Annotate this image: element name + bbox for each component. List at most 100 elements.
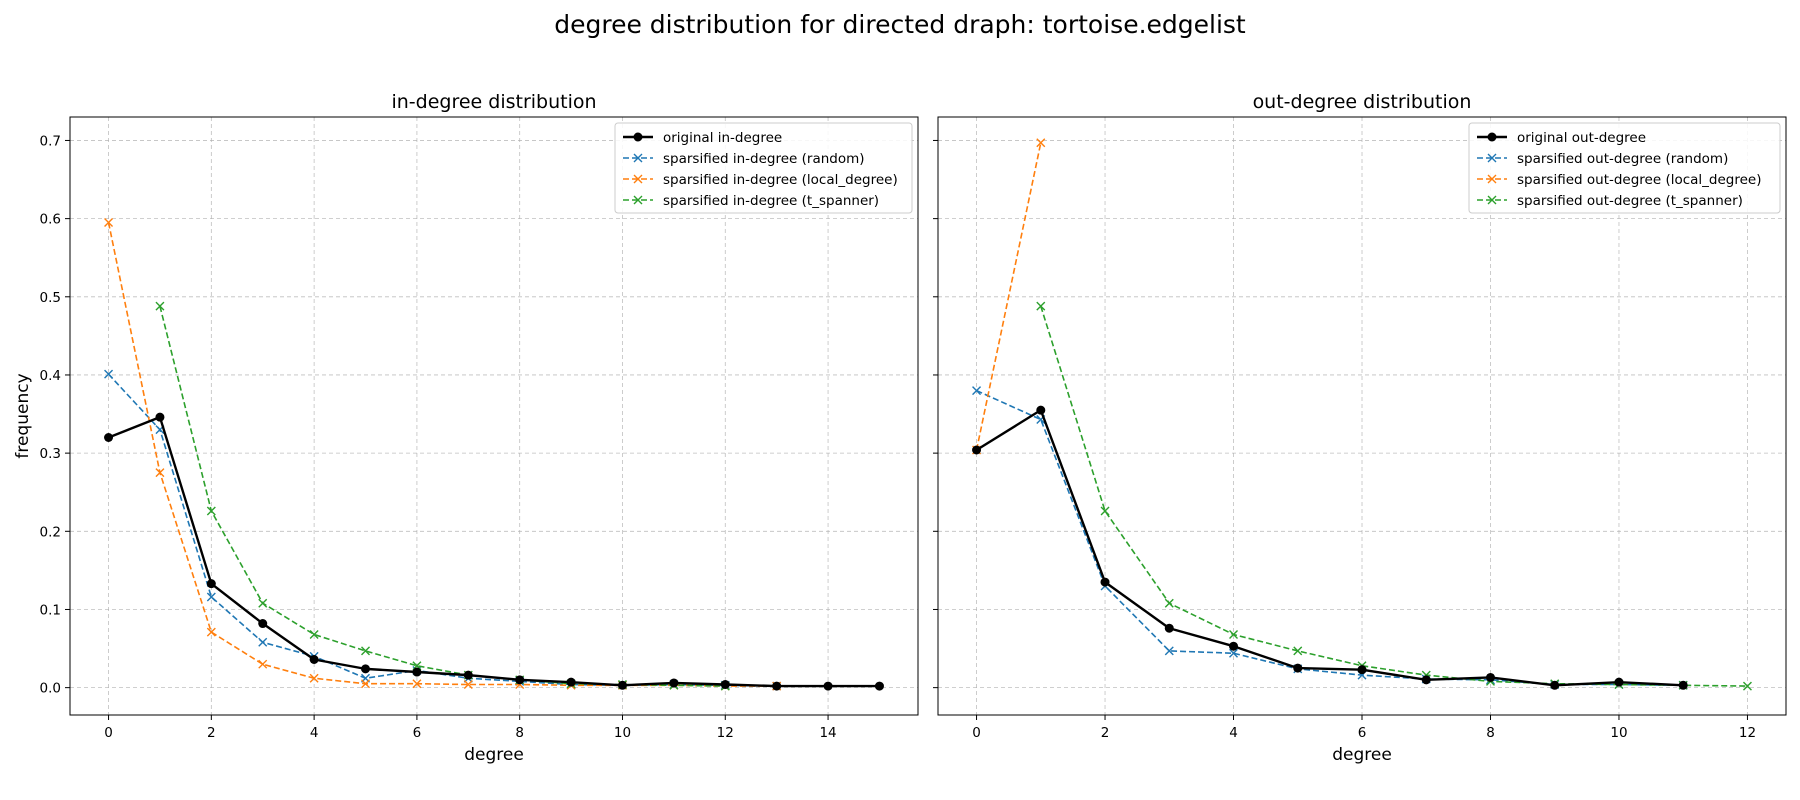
data-point-t_spanner — [155, 301, 165, 311]
series-line-t_spanner — [159, 305, 726, 687]
data-point-original — [823, 681, 833, 691]
data-point-t_spanner — [361, 646, 371, 656]
x-tick-label: 4 — [310, 725, 319, 741]
y-tick-label: 0.1 — [40, 602, 61, 618]
data-point-original — [1293, 663, 1303, 673]
data-point-t_spanner — [309, 629, 319, 639]
legend-marker-original — [633, 132, 643, 142]
x-tick-label: 12 — [1739, 725, 1756, 741]
data-point-original — [720, 680, 730, 690]
x-axis-label: degree — [464, 745, 524, 765]
chart-panel-2: 0 2 4 6 8 10 12 out-degree distribution degree or… — [933, 91, 1787, 765]
series-line-local_degree — [975, 142, 1042, 451]
legend-marker-random — [633, 153, 643, 163]
data-point-random — [206, 592, 216, 602]
data-point-original — [1550, 680, 1560, 690]
y-tick-label: 0.6 — [40, 212, 61, 228]
y-tick-label: 0.0 — [40, 681, 61, 697]
data-point-local_degree — [1036, 138, 1046, 148]
series-group — [104, 218, 884, 691]
panel-title: in-degree distribution — [391, 91, 596, 113]
data-point-local_degree — [463, 680, 473, 690]
data-point-original — [1229, 641, 1239, 651]
x-tick-label: 0 — [972, 725, 981, 741]
data-point-local_degree — [155, 468, 165, 478]
legend-label-original: original out-degree — [1517, 130, 1646, 146]
data-point-original — [104, 432, 114, 442]
data-point-original — [1421, 675, 1431, 685]
axes-frame — [69, 116, 919, 716]
x-tick-label: 6 — [1358, 725, 1367, 741]
data-point-original — [515, 675, 525, 685]
data-point-local_degree — [361, 679, 371, 689]
data-point-original — [258, 619, 268, 629]
data-point-local_degree — [258, 659, 268, 669]
data-point-local_degree — [412, 679, 422, 689]
data-point-original — [1357, 665, 1367, 675]
legend-marker-local_degree — [1487, 174, 1497, 184]
x-tick-label: 10 — [1610, 725, 1627, 741]
x-tick-label: 10 — [614, 725, 631, 741]
data-point-original — [309, 654, 319, 664]
data-point-random — [972, 386, 982, 396]
data-point-original — [617, 680, 627, 690]
y-tick-label: 0.5 — [40, 290, 61, 306]
x-tick-label: 6 — [413, 725, 422, 741]
data-point-t_spanner — [1100, 506, 1110, 516]
data-point-original — [1036, 405, 1046, 415]
legend-marker-t_spanner — [633, 195, 643, 205]
data-point-random — [1164, 646, 1174, 656]
axes-frame — [937, 116, 1787, 716]
legend-label-t_spanner: sparsified out-degree (t_spanner) — [1517, 193, 1743, 209]
legend-label-local_degree: sparsified in-degree (local_degree) — [663, 172, 898, 188]
legend-label-random: sparsified in-degree (random) — [663, 151, 865, 167]
x-tick-label: 4 — [1229, 725, 1238, 741]
x-tick-label: 14 — [819, 725, 836, 741]
y-tick-label: 0.3 — [40, 446, 61, 462]
series-line-random — [107, 373, 777, 687]
data-point-original — [361, 664, 371, 674]
legend-marker-t_spanner — [1487, 195, 1497, 205]
data-point-t_spanner — [1036, 301, 1046, 311]
legend-marker-original — [1487, 132, 1497, 142]
series-line-original — [108, 415, 880, 688]
legend-box — [614, 122, 913, 214]
legend: original in-degree sparsified in-degree (… — [614, 122, 913, 214]
legend-marker-local_degree — [633, 174, 643, 184]
legend-label-t_spanner: sparsified in-degree (t_spanner) — [663, 193, 879, 209]
x-tick-label: 12 — [717, 725, 734, 741]
data-point-local_degree — [104, 218, 114, 228]
series-line-original — [975, 408, 1684, 687]
data-point-original — [772, 681, 782, 691]
series-line-local_degree — [107, 222, 777, 687]
x-tick-label: 8 — [1486, 725, 1495, 741]
data-point-original — [155, 412, 165, 422]
data-point-original — [463, 670, 473, 680]
legend-box — [1468, 122, 1781, 214]
data-point-original — [972, 445, 982, 455]
y-tick-label: 0.7 — [40, 133, 61, 149]
data-point-original — [874, 681, 884, 691]
legend-marker-random — [1487, 153, 1497, 163]
x-axis-label: degree — [1332, 745, 1392, 765]
data-point-original — [1485, 672, 1495, 682]
data-point-original — [669, 678, 679, 688]
figure-title: degree distribution for directed draph: … — [554, 10, 1246, 39]
legend-label-random: sparsified out-degree (random) — [1517, 151, 1728, 167]
series-line-t_spanner — [1040, 305, 1748, 687]
x-tick-label: 2 — [1101, 725, 1110, 741]
data-point-original — [1100, 577, 1110, 587]
data-point-t_spanner — [1164, 598, 1174, 608]
data-point-t_spanner — [206, 506, 216, 516]
data-point-original — [566, 677, 576, 687]
data-point-original — [206, 579, 216, 589]
data-point-original — [1164, 623, 1174, 633]
x-tick-label: 0 — [104, 725, 113, 741]
chart-panel-1: 0 2 4 6 8 10 12 14 0.0 0.1 0.2 0.3 0.4 0.5 0.6 0.7 in-de… — [13, 91, 919, 765]
y-axis-label: frequency — [13, 373, 33, 458]
data-point-original — [412, 667, 422, 677]
panel-title: out-degree distribution — [1253, 91, 1472, 113]
data-point-original — [1678, 680, 1688, 690]
data-point-t_spanner — [1742, 681, 1752, 691]
